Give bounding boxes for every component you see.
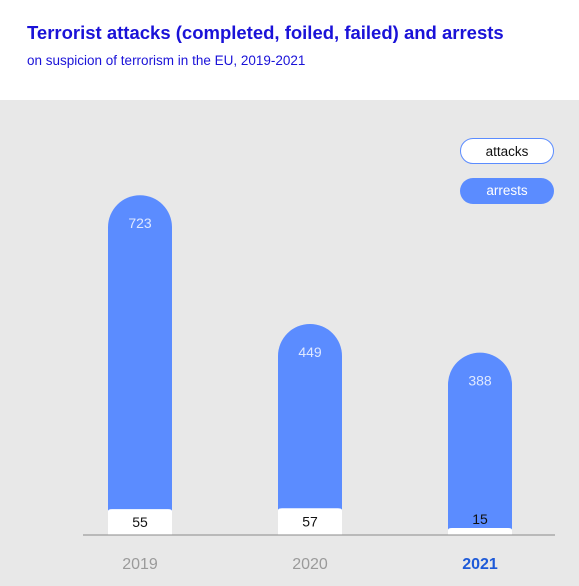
x-tick-label: 2020 bbox=[292, 556, 328, 573]
legend-attacks: attacks bbox=[460, 138, 554, 164]
arrests-value-label: 723 bbox=[128, 215, 152, 231]
x-tick-label: 2021 bbox=[462, 556, 498, 573]
attacks-value-label: 15 bbox=[472, 511, 488, 527]
arrests-bar bbox=[448, 352, 512, 535]
arrests-value-label: 449 bbox=[298, 344, 322, 360]
arrests-bar bbox=[108, 195, 172, 535]
attacks-bar bbox=[108, 509, 172, 535]
chart-header: Terrorist attacks (completed, foiled, fa… bbox=[0, 0, 579, 100]
attacks-value-label: 55 bbox=[132, 514, 148, 530]
attacks-value-label: 57 bbox=[302, 514, 318, 530]
arrests-bar bbox=[278, 323, 342, 535]
chart-area: 723 55 2019 449 57 2020 388 15 2021 attacks arre… bbox=[0, 100, 579, 586]
legend-arrests: arrests bbox=[460, 178, 554, 204]
attacks-bar bbox=[278, 508, 342, 535]
x-tick-label: 2019 bbox=[122, 556, 158, 573]
bar-chart: 723 55 2019 449 57 2020 388 15 2021 bbox=[83, 195, 555, 573]
chart-subtitle: on suspicion of terrorism in the EU, 201… bbox=[27, 53, 306, 68]
attacks-bar bbox=[448, 527, 512, 535]
arrests-value-label: 388 bbox=[468, 373, 492, 389]
chart-title: Terrorist attacks (completed, foiled, fa… bbox=[27, 22, 504, 43]
